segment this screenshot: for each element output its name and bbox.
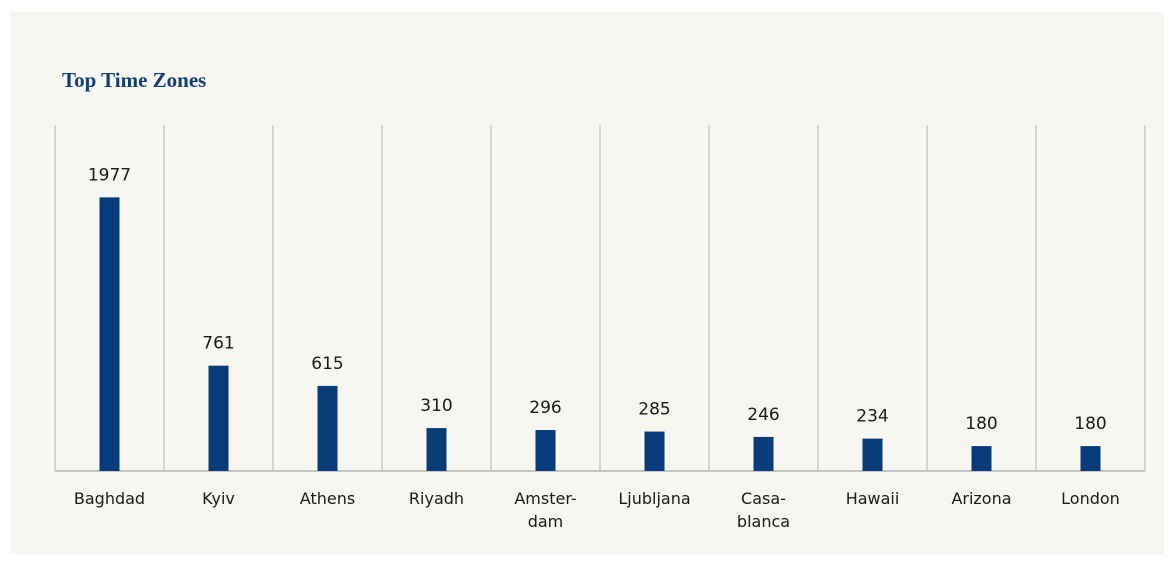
x-tick-label: Arizona [951, 489, 1011, 508]
value-label: 761 [202, 334, 234, 354]
value-label: 285 [638, 400, 670, 420]
value-label: 1977 [88, 165, 131, 185]
bar [644, 431, 665, 471]
value-label: 310 [420, 396, 452, 416]
bar [317, 385, 338, 471]
x-tick-label: London [1061, 489, 1120, 508]
bar [753, 436, 774, 471]
value-label: 296 [529, 398, 561, 418]
bar [862, 438, 883, 471]
bar [535, 430, 556, 471]
bar [208, 365, 229, 471]
x-tick-label: Riyadh [409, 489, 464, 508]
value-label: 180 [1074, 414, 1106, 434]
x-tick-label: Casa-blanca [737, 489, 790, 531]
x-tick-label: Athens [300, 489, 355, 508]
chart-title: Top Time Zones [62, 68, 206, 92]
bar [1080, 446, 1101, 471]
x-tick-label: Hawaii [846, 489, 900, 508]
value-label: 180 [965, 414, 997, 434]
x-tick-label: Baghdad [74, 489, 145, 508]
bar [426, 428, 447, 471]
bar [971, 446, 992, 471]
value-label: 615 [311, 354, 343, 374]
x-tick-label: Amster-dam [514, 489, 576, 531]
value-label: 246 [747, 405, 779, 425]
value-label: 234 [856, 407, 888, 427]
panel [10, 12, 1164, 554]
bar [99, 197, 120, 472]
x-tick-label: Ljubljana [618, 489, 690, 508]
x-tick-label: Kyiv [202, 489, 235, 508]
